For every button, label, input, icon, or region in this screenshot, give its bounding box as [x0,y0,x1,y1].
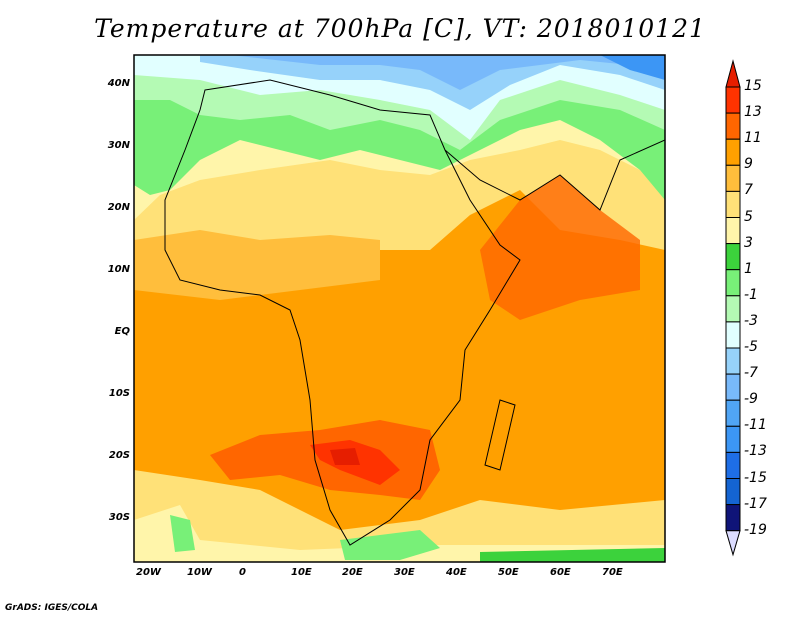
credit-text: GrADS: IGES/COLA [5,603,99,613]
lon-tick-label: 60E [550,567,571,578]
colorbar-label: -3 [744,312,758,329]
lon-tick-label: 40E [446,567,467,578]
colorbar-swatch [725,112,741,140]
lon-tick-label: 20E [342,567,363,578]
lat-tick-label: 20N [107,202,130,213]
lon-tick-label: 10W [187,567,212,578]
lat-tick-label: 40N [107,78,130,89]
colorbar-swatch [725,347,741,375]
colorbar-label: -15 [744,469,767,486]
colorbar-label: -7 [744,365,758,382]
colorbar-swatch [725,295,741,323]
colorbar-label: 7 [744,182,753,199]
lon-tick-label: 30E [394,567,415,578]
colorbar-swatch [725,399,741,427]
colorbar-swatch [725,451,741,479]
colorbar-label: -13 [744,443,767,460]
colorbar-swatch [725,86,741,114]
colorbar-label: -5 [744,339,758,355]
colorbar-swatch [725,504,741,532]
temperature-field [134,55,665,562]
colorbar-swatch [725,190,741,218]
lat-tick-label: 20S [108,450,130,461]
colorbar-label: 15 [744,78,762,94]
lon-tick-label: 10E [291,567,312,578]
colorbar-swatch [725,138,741,166]
colorbar-swatch [725,164,741,192]
colorbar-label: -19 [744,521,767,538]
colorbar-swatch [725,478,741,506]
colorbar-label: 9 [744,156,753,173]
lon-tick-label: 20W [136,567,161,578]
colorbar-swatch [725,243,741,271]
colorbar-swatch [725,321,741,349]
colorbar-swatch [725,217,741,245]
colorbar-label: 11 [744,130,762,147]
lat-tick-label: 30N [107,140,130,151]
lat-tick-label: 10N [107,264,130,275]
colorbar-label: 5 [744,208,753,225]
colorbar-swatch [725,373,741,401]
colorbar-label: 13 [744,104,762,121]
colorbar [725,59,741,557]
colorbar-lower-arrow [725,530,741,557]
colorbar-label: 3 [744,234,753,251]
colorbar-swatch [725,269,741,297]
lon-tick-label: 70E [602,567,623,578]
colorbar-label: 1 [744,260,753,277]
colorbar-label: -17 [744,495,767,512]
map-title: Temperature at 700hPa [C], VT: 201801012… [94,14,706,43]
map-frame [133,54,666,563]
lon-tick-label: 50E [498,567,519,578]
lat-tick-label: 10S [108,388,130,399]
colorbar-upper-arrow [725,59,741,88]
lat-tick-label: EQ [114,326,130,337]
colorbar-swatch [725,425,741,453]
colorbar-label: -11 [744,417,767,434]
colorbar-label: -1 [744,286,758,303]
lat-tick-label: 30S [108,512,130,523]
lon-tick-label: 0 [239,567,246,578]
colorbar-label: -9 [744,391,758,408]
